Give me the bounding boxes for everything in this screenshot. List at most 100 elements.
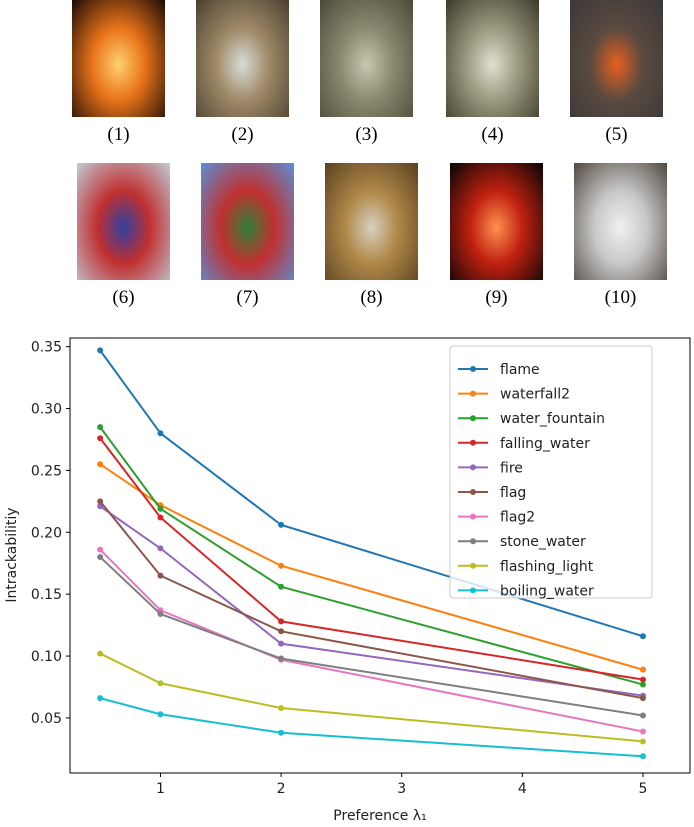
legend [449,345,653,599]
y-tick-label: 0.35 [31,340,62,356]
figure-image [72,0,165,117]
legend-marker [470,513,476,520]
x-tick-label: 5 [638,781,647,797]
legend-label: falling_water [500,436,590,452]
legend-marker [470,390,476,397]
data-point-water_fountain [639,681,646,688]
data-point-flame [157,430,164,437]
figure-caption: (9) [485,287,508,308]
x-tick-label: 4 [518,781,527,797]
x-tick-label: 3 [397,781,406,797]
plot-frame [69,337,691,774]
figure-caption: (2) [231,124,254,145]
data-point-falling_water [157,514,164,521]
figure-caption: (4) [481,124,504,145]
y-tick-label: 0.05 [31,711,62,727]
data-point-boiling_water [278,729,285,736]
legend-label: stone_water [500,534,586,550]
figure-image [77,163,170,280]
data-point-waterfall2 [639,666,646,673]
y-tick-label: 0.20 [31,525,62,541]
data-point-flag2 [639,728,646,735]
legend-marker [470,587,476,594]
data-point-flag [639,695,646,702]
data-point-fire [157,545,164,552]
legend-label: fire [500,460,523,476]
data-point-flag [97,498,104,505]
series-line-waterfall2 [99,463,644,671]
data-point-waterfall2 [97,461,104,468]
legend-label: boiling_water [500,583,594,599]
figure-caption: (6) [112,287,135,308]
data-point-flashing_light [639,738,646,745]
data-point-flame [278,521,285,528]
data-point-flashing_light [278,705,285,712]
data-point-waterfall2 [278,562,285,569]
series-line-fire [99,505,644,697]
series-line-flag [99,500,644,700]
legend-label: flame [500,362,540,378]
data-point-falling_water [97,435,104,442]
figure-image [325,163,418,280]
data-point-flame [639,633,646,640]
line-chart: 1 2 3 4 5 0.05 0.10 0.15 0.20 0.25 0.30 0.35 flame wa… [4,337,691,824]
data-point-flag [157,572,164,579]
legend-label: flag [500,485,526,501]
y-axis-label: Intrackabilitiy [4,507,20,602]
series-line-stone_water [99,556,644,717]
figure-caption: (10) [604,287,637,308]
data-point-water_fountain [278,583,285,590]
y-tick-label: 0.30 [31,402,62,418]
figure-image [574,163,667,280]
figure-image [446,0,539,117]
data-point-fire [97,503,104,510]
y-tick-label: 0.15 [31,587,62,603]
legend-marker [470,415,476,422]
data-point-water_fountain [97,424,104,431]
figure-image [320,0,413,117]
series-line-boiling_water [99,697,644,758]
figure-image [570,0,663,117]
x-axis-label: Preference λ₁ [333,808,426,824]
series-line-flashing_light [99,652,644,743]
data-point-flashing_light [97,650,104,657]
data-point-boiling_water [97,695,104,702]
data-point-stone_water [278,655,285,662]
figure-caption: (7) [236,287,259,308]
x-tick-label: 1 [156,781,165,797]
data-point-flashing_light [157,680,164,687]
data-point-falling_water [639,676,646,683]
legend-label: flashing_light [500,559,594,575]
figure-caption: (3) [355,124,378,145]
legend-marker [470,439,476,446]
data-point-stone_water [157,610,164,617]
legend-label: waterfall2 [500,387,570,403]
data-point-falling_water [278,618,285,625]
legend-marker [470,538,476,545]
series-line-falling_water [99,437,644,681]
figure-caption: (5) [605,124,628,145]
data-point-flag2 [97,546,104,553]
data-point-flag [278,628,285,635]
series-line-flag2 [99,548,644,733]
legend-label: flag2 [500,510,535,526]
data-point-flame [97,347,104,354]
figure-caption: (1) [107,124,130,145]
data-point-boiling_water [639,753,646,760]
data-point-water_fountain [157,505,164,512]
legend-marker [470,562,476,569]
figure-image [201,163,294,280]
series-line-water_fountain [99,426,644,686]
data-point-stone_water [639,712,646,719]
figure-caption: (8) [360,287,383,308]
legend-label: water_fountain [500,411,605,427]
figure-image [196,0,289,117]
legend-marker [470,464,476,471]
data-point-boiling_water [157,711,164,718]
data-point-fire [278,640,285,647]
y-tick-label: 0.25 [31,463,62,479]
x-tick-label: 2 [277,781,286,797]
y-tick-label: 0.10 [31,649,62,665]
legend-marker [470,366,476,372]
figure-image [450,163,543,280]
